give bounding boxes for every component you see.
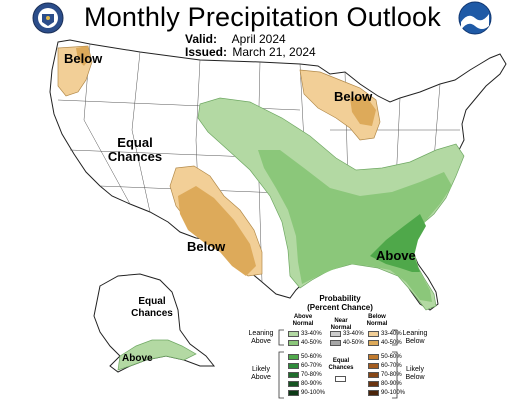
label-equal-chances-ak-1: Equal <box>138 296 166 307</box>
legend-swatch-near-1 <box>330 331 341 337</box>
legend-col-below-2: Normal <box>366 321 388 327</box>
legend-swatch-below-4 <box>368 363 379 369</box>
legend-title: Probability (Percent Chance) <box>292 294 388 312</box>
label-below-nw: Below <box>64 51 103 66</box>
label-below-gl: Below <box>334 89 373 104</box>
legend-leaning-above-2: Above <box>251 338 271 345</box>
legend-range-above-4: 60-70% <box>301 363 322 369</box>
legend-range-near-2: 40-50% <box>343 340 364 346</box>
below-sw-inner <box>178 186 256 276</box>
legend-likely-below: Likely Below <box>398 366 432 382</box>
valid-line: Valid: April 2024 <box>185 32 286 46</box>
legend-title-1: Probability <box>319 294 361 303</box>
legend-range-below-5: 70-80% <box>381 372 402 378</box>
legend-range-above-7: 90-100% <box>301 390 326 396</box>
legend-col-below: Below Normal <box>360 314 394 328</box>
legend-range-above-3: 50-60% <box>301 354 322 360</box>
legend-likely-above: Likely Above <box>244 366 278 382</box>
legend-swatch-below-7 <box>368 390 379 396</box>
legend-range-near-1: 33-40% <box>343 331 364 337</box>
legend-col-near: Near Normal <box>324 318 358 332</box>
legend-swatch-above-7 <box>288 390 299 396</box>
legend-range-above-6: 80-90% <box>301 381 322 387</box>
legend-equal-chances-2: Chances <box>328 365 354 371</box>
legend-range-below-1: 33-40% <box>381 331 402 337</box>
legend-likely-above-1: Likely <box>252 366 270 373</box>
legend-swatch-above-1 <box>288 331 299 337</box>
legend-swatch-above-3 <box>288 354 299 360</box>
legend-swatch-above-4 <box>288 363 299 369</box>
legend-leaning-below-2: Below <box>405 338 425 345</box>
legend-likely-below-1: Likely <box>406 366 424 373</box>
issued-value: March 21, 2024 <box>232 45 316 59</box>
legend-swatch-below-1 <box>368 331 379 337</box>
label-equal-chances-west: Equal Chances <box>100 136 170 164</box>
noaa-logo-icon <box>458 1 492 35</box>
legend-range-below-4: 60-70% <box>381 363 402 369</box>
legend-col-above-2: Normal <box>292 321 314 327</box>
legend-swatch-above-6 <box>288 381 299 387</box>
above-ak-region <box>117 339 197 371</box>
label-equal-chances-west-2: Chances <box>107 149 163 164</box>
legend-leaning-below: Leaning Below <box>398 330 432 346</box>
label-equal-chances-west-1: Equal <box>117 135 153 150</box>
label-equal-chances-ak-2: Chances <box>131 308 173 319</box>
legend-swatch-above-2 <box>288 340 299 346</box>
legend-equal-chances: Equal Chances <box>326 358 356 372</box>
legend-col-above-1: Above <box>293 314 313 320</box>
label-above-se: Above <box>376 248 416 263</box>
legend-col-above: Above Normal <box>286 314 320 328</box>
legend-equal-chances-swatch <box>335 376 346 382</box>
legend-equal-chances-1: Equal <box>332 358 350 364</box>
legend-range-below-6: 80-90% <box>381 381 402 387</box>
legend-col-below-1: Below <box>368 314 386 320</box>
legend-swatch-below-2 <box>368 340 379 346</box>
legend-title-2: (Percent Chance) <box>307 303 373 312</box>
legend-leaning-above: Leaning Above <box>244 330 278 346</box>
legend-swatch-below-3 <box>368 354 379 360</box>
below-nw-inner <box>76 46 90 66</box>
page-title: Monthly Precipitation Outlook <box>84 2 441 32</box>
legend-col-near-1: Near <box>334 318 348 324</box>
issued-label: Issued: <box>185 45 228 59</box>
legend-likely-below-2: Below <box>405 374 425 381</box>
label-equal-chances-ak: Equal Chances <box>120 296 184 320</box>
legend-leaning-below-1: Leaning <box>402 330 428 337</box>
valid-value: April 2024 <box>231 32 286 46</box>
label-below-sw: Below <box>187 239 226 254</box>
legend-range-above-1: 33-40% <box>301 331 322 337</box>
legend-range-below-3: 50-60% <box>381 354 402 360</box>
issued-line: Issued: March 21, 2024 <box>185 45 316 59</box>
legend-range-above-5: 70-80% <box>301 372 322 378</box>
below-gl-inner <box>350 96 376 126</box>
legend-range-below-2: 40-50% <box>381 340 402 346</box>
legend-swatch-near-2 <box>330 340 341 346</box>
legend-range-above-2: 40-50% <box>301 340 322 346</box>
legend-swatch-below-6 <box>368 381 379 387</box>
above-east-high <box>370 214 426 272</box>
valid-label: Valid: <box>185 32 218 46</box>
label-above-ak: Above <box>122 353 153 364</box>
doc-seal-icon <box>32 2 64 34</box>
legend-swatch-below-5 <box>368 372 379 378</box>
legend-likely-above-2: Above <box>251 374 271 381</box>
legend-range-below-7: 90-100% <box>381 390 406 396</box>
legend-brackets <box>278 329 398 399</box>
legend-swatch-above-5 <box>288 372 299 378</box>
legend-leaning-above-1: Leaning <box>248 330 274 337</box>
legend-col-near-2: Normal <box>330 325 352 331</box>
